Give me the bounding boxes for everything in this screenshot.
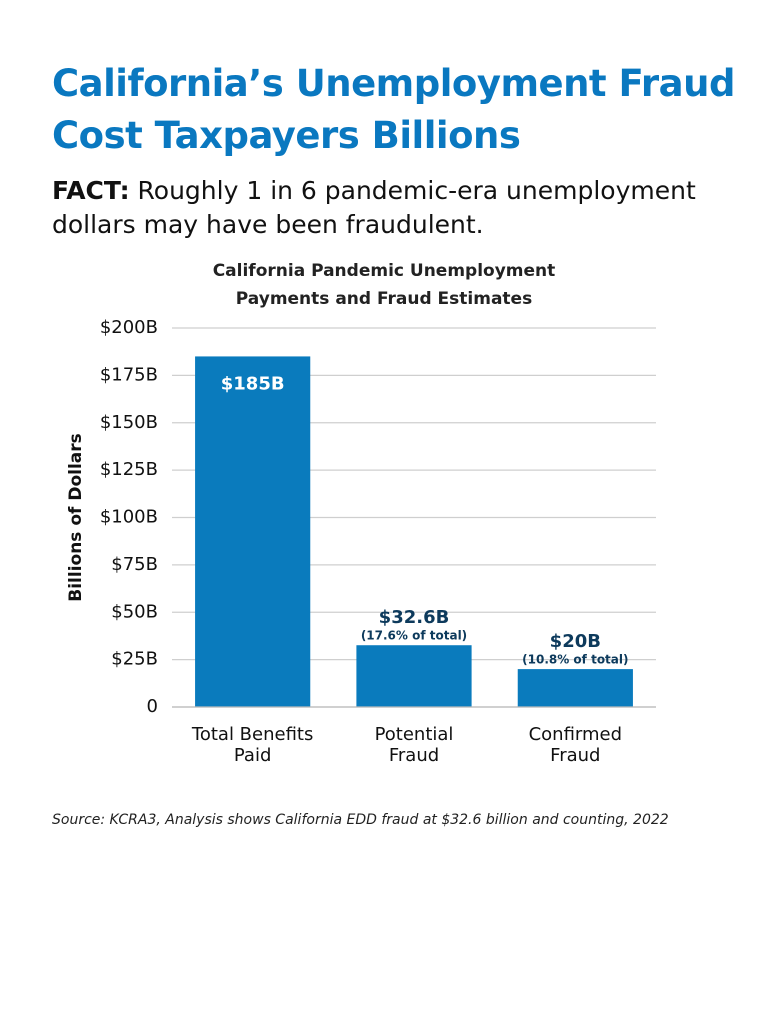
x-tick-label: Total Benefits Paid [191, 724, 314, 766]
fact-text: Roughly 1 in 6 pandemic-era unemployment… [52, 176, 696, 239]
y-tick-label: $150B [100, 412, 158, 433]
fact-label: FACT: [52, 176, 130, 205]
y-tick-label: $25B [111, 649, 158, 670]
value-note: (17.6% of total) [361, 629, 467, 643]
value-label: $32.6B [379, 607, 450, 628]
bar [356, 645, 472, 707]
headline: California’s Unemployment Fraud Cost Tax… [52, 62, 735, 157]
x-tick-label: Confirmed Fraud [528, 724, 623, 766]
fact: FACT: Roughly 1 in 6 pandemic-era unempl… [52, 174, 732, 242]
y-tick-label: $75B [111, 554, 158, 575]
x-tick-label: Potential Fraud [374, 724, 454, 766]
y-tick-label: $50B [111, 601, 158, 622]
bar [517, 669, 633, 707]
y-tick-label: $100B [100, 507, 158, 528]
y-tick-label: $125B [100, 459, 158, 480]
value-label: $185B [221, 373, 285, 394]
y-tick-label: 0 [147, 696, 158, 717]
source: Source: KCRA3, Analysis shows California… [52, 812, 669, 828]
bar [195, 356, 311, 707]
value-note: (10.8% of total) [522, 653, 628, 667]
value-label: $20B [550, 631, 601, 652]
y-tick-label: $200B [100, 317, 158, 338]
chart-title: California Pandemic Unemployment Payment… [212, 261, 556, 309]
y-axis-label: Billions of Dollars [66, 433, 86, 602]
y-tick-label: $175B [100, 364, 158, 385]
